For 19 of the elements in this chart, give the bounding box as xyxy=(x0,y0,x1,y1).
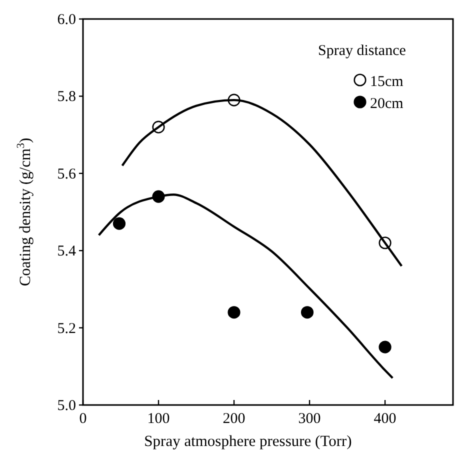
legend-title: Spray distance xyxy=(318,43,406,59)
y-tick-label: 5.2 xyxy=(57,320,76,337)
point xyxy=(228,306,240,319)
x-tick-label: 300 xyxy=(298,411,321,427)
legend-label: 20cm xyxy=(370,96,404,112)
x-tick-label: 400 xyxy=(374,411,396,427)
x-tick-label: 0 xyxy=(79,411,87,427)
y-tick-label: 5.8 xyxy=(57,89,76,106)
point xyxy=(112,217,126,230)
point xyxy=(378,340,392,354)
y-tick-label: 5.6 xyxy=(57,166,76,182)
legend-label: 15cm xyxy=(370,74,404,90)
point xyxy=(300,306,314,319)
x-tick-label: 200 xyxy=(222,411,246,427)
y-tick-label: 5.0 xyxy=(57,398,76,414)
y-tick-label: 6.0 xyxy=(57,12,76,28)
y-tick-label: 5.4 xyxy=(57,244,76,260)
x-tick-label: 100 xyxy=(147,411,170,427)
x-axis-title: Spray atmosphere pressure (Torr) xyxy=(144,433,352,450)
